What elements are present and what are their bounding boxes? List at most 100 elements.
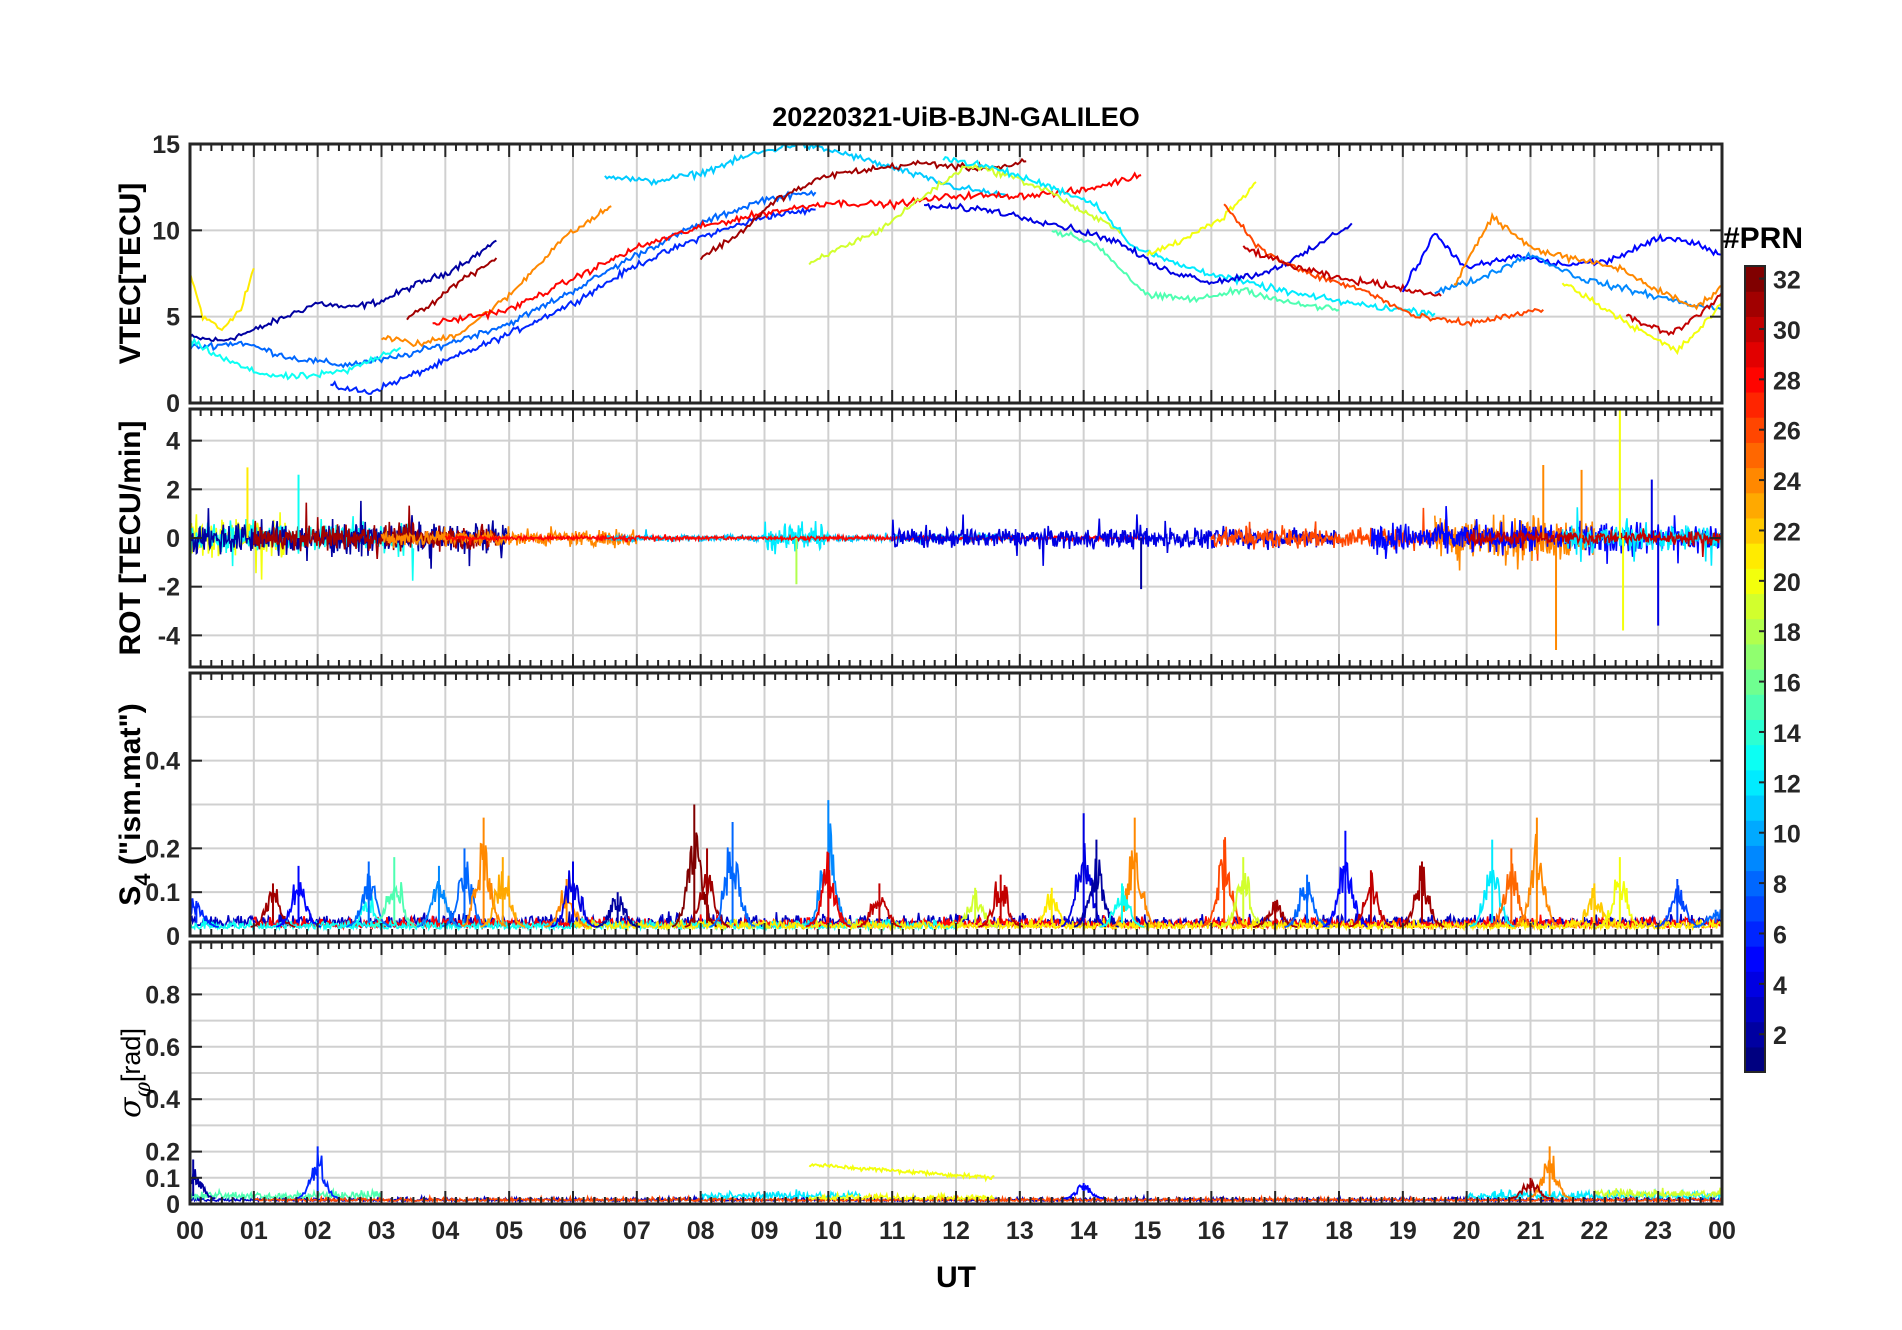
x-tick-label: 07 (623, 1217, 651, 1245)
y-tick-label: 0.2 (145, 1139, 180, 1167)
x-tick-label: 14 (1070, 1217, 1098, 1245)
x-tick-label: 05 (495, 1217, 523, 1245)
colorbar-band-30 (1745, 316, 1765, 343)
baseline-trace-prn-20-5 (808, 1190, 995, 1202)
x-tick-label: 08 (687, 1217, 715, 1245)
colorbar-label: #PRN (1723, 222, 1803, 255)
y-axis-label-sigma_phi: σφ[rad] (113, 1028, 156, 1118)
colorbar-tick-label: 26 (1773, 418, 1801, 446)
colorbar-band-13 (1745, 744, 1765, 771)
data-lines (190, 409, 1722, 650)
colorbar-band-2 (1745, 1021, 1765, 1048)
panel-s4: 00.10.20.4S4 ("ism.mat") (114, 671, 1724, 951)
y-axis-label-rot: ROT [TECU/min] (114, 421, 147, 656)
colorbar-tick-label: 16 (1773, 670, 1801, 698)
colorbar-tick-label: 32 (1773, 267, 1801, 295)
y-tick-label: 2 (166, 476, 180, 504)
y-axis-label-s4: S4 ("ism.mat") (114, 703, 155, 905)
colorbar-band-28 (1745, 366, 1765, 393)
colorbar-band-26 (1745, 417, 1765, 443)
y-label-main: S (114, 886, 147, 906)
figure-title: 20220321-UiB-BJN-GALILEO (772, 102, 1140, 132)
colorbar-band-21 (1745, 543, 1765, 569)
y-tick-label: 4 (166, 428, 180, 456)
colorbar-band-3 (1745, 996, 1765, 1023)
plot-frame (188, 671, 1724, 938)
colorbar-band-19 (1745, 593, 1765, 620)
colorbar-frame (1744, 265, 1766, 1073)
y-tick-label: -2 (158, 574, 180, 602)
y-label-rest: [rad] (116, 1028, 146, 1082)
colorbar-band-31 (1745, 291, 1765, 317)
x-tick-label: 18 (1325, 1217, 1353, 1245)
panel-sigma_phi: 00.10.2 0.4 0.6 0.8 σφ[rad] (113, 940, 1724, 1219)
colorbar-band-17 (1745, 643, 1765, 670)
colorbar-tick-label: 30 (1773, 317, 1801, 345)
y-label-sub: 4 (130, 873, 155, 886)
colorbar-tick-label: 18 (1773, 619, 1801, 647)
colorbar-band-22 (1745, 517, 1765, 544)
x-tick-label: 16 (1197, 1217, 1225, 1245)
y-tick-label: 0.1 (145, 1165, 180, 1193)
series-line-prn-31-8 (406, 257, 498, 321)
series-line-prn-20-20 (1561, 282, 1722, 356)
series-line-prn-9-18 (1434, 251, 1722, 312)
series-line-prn-24-6 (380, 205, 612, 348)
data-lines (190, 144, 1722, 395)
grid (190, 144, 1722, 403)
colorbar-tick-label: 2 (1773, 1022, 1787, 1050)
series-line-prn-4-13 (924, 202, 1353, 286)
x-tick-label: 13 (1006, 1217, 1034, 1245)
y-tick-label: 5 (166, 304, 180, 332)
colorbar-tick-label: 14 (1773, 720, 1801, 748)
series-line-prn-28-7 (432, 171, 1142, 326)
series-line-prn-30-16 (1242, 245, 1442, 297)
y-tick-label: 10 (152, 217, 180, 245)
x-tick-label: 23 (1644, 1217, 1672, 1245)
colorbar-tick-label: 8 (1773, 871, 1787, 899)
colorbar-band-8 (1745, 870, 1765, 897)
colorbar-band-32 (1745, 266, 1765, 292)
x-tick-label: 11 (879, 1217, 906, 1245)
colorbar-band-5 (1745, 946, 1765, 972)
y-tick-label: 0 (166, 1191, 180, 1219)
y-tick-label: 0.6 (145, 1034, 180, 1062)
y-label-sub: φ (131, 1081, 156, 1097)
series-line-prn-15-12 (1051, 229, 1340, 312)
plot-frame (188, 142, 1724, 405)
series-line-prn-2-0 (190, 239, 497, 342)
y-tick-label: 0.1 (145, 879, 180, 907)
x-tick-labels: 00 01 02 03 04 05 06 07 08 09 10 11 12 13 14 15 16 17 18 19… (176, 1217, 1736, 1245)
rot-trace-prn-30-13 (1465, 528, 1722, 558)
x-axis-label: UT (936, 1261, 976, 1294)
plateau-trace-prn-20-0 (808, 1162, 995, 1183)
colorbar-tick-label: 22 (1773, 518, 1801, 546)
colorbar-band-11 (1745, 794, 1765, 821)
colorbar-band-16 (1745, 669, 1765, 695)
series-line-prn-12-11 (942, 155, 1436, 319)
x-tick-label: 00 (176, 1217, 204, 1245)
y-tick-label: 0.4 (145, 748, 180, 776)
x-tick-label: 15 (1134, 1217, 1162, 1245)
x-tick-label: 19 (1389, 1217, 1417, 1245)
colorbar-tick-label: 24 (1773, 468, 1801, 496)
colorbar-tick-label: 6 (1773, 921, 1787, 949)
colorbar-tick-label: 10 (1773, 821, 1801, 849)
baseline-trace-prn-15-2 (190, 1187, 382, 1202)
y-tick-label: 0 (166, 923, 180, 951)
plot-frame (188, 940, 1724, 1206)
x-tick-label: 20 (1453, 1217, 1481, 1245)
x-tick-label: 04 (431, 1217, 459, 1245)
rot-trace-prn-31-3 (253, 502, 498, 560)
colorbar-band-6 (1745, 920, 1765, 947)
rot-trace-prn-24-4 (380, 526, 638, 550)
x-tick-label: 17 (1261, 1217, 1289, 1245)
y-tick-label: -4 (158, 622, 180, 650)
y-tick-label: 0.4 (145, 1086, 180, 1114)
colorbar-band-15 (1745, 694, 1765, 720)
colorbar-band-29 (1745, 341, 1765, 368)
x-tick-label: 09 (751, 1217, 779, 1245)
